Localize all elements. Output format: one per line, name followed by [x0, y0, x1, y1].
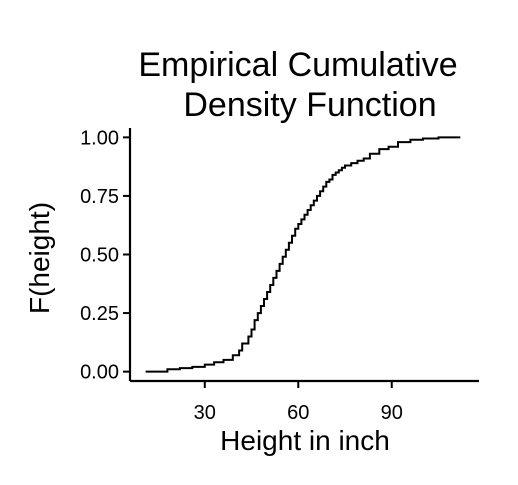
- y-axis-label: F(height): [24, 202, 55, 314]
- x-tick-label: 60: [287, 402, 309, 424]
- y-tick-label: 1.00: [80, 127, 119, 149]
- y-tick-label: 0.00: [80, 362, 119, 384]
- chart-title-line-2: Density Function: [183, 86, 436, 124]
- y-axis-ticks: 0.00 0.25 0.50 0.75 1.00: [80, 127, 130, 384]
- y-tick-label: 0.25: [80, 303, 119, 325]
- ecdf-step-line: [145, 136, 461, 373]
- x-tick-label: 90: [381, 402, 403, 424]
- y-tick-label: 0.50: [80, 245, 119, 267]
- chart-title-line-1: Empirical Cumulative: [138, 46, 457, 84]
- x-axis-label: Height in inch: [220, 425, 390, 456]
- x-tick-label: 30: [194, 402, 216, 424]
- x-axis-ticks: 30 60 90: [194, 381, 403, 424]
- y-tick-label: 0.75: [80, 186, 119, 208]
